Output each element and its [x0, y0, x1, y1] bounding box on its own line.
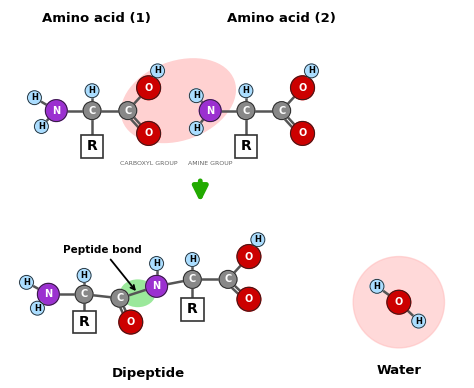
- Text: R: R: [241, 139, 251, 153]
- Circle shape: [189, 89, 203, 103]
- Text: O: O: [245, 294, 253, 304]
- Text: Amino acid (1): Amino acid (1): [42, 12, 150, 25]
- Text: N: N: [44, 289, 53, 299]
- Text: O: O: [299, 128, 307, 139]
- Text: O: O: [395, 297, 403, 307]
- Circle shape: [183, 270, 201, 288]
- Text: C: C: [81, 289, 88, 299]
- Text: H: H: [374, 282, 381, 291]
- Circle shape: [412, 314, 426, 328]
- Circle shape: [185, 253, 199, 267]
- Circle shape: [119, 310, 143, 334]
- Text: H: H: [193, 91, 200, 100]
- Circle shape: [370, 279, 384, 293]
- FancyBboxPatch shape: [181, 298, 204, 320]
- Text: Water: Water: [376, 364, 421, 377]
- Circle shape: [237, 288, 261, 311]
- Circle shape: [137, 76, 161, 100]
- Circle shape: [387, 290, 411, 314]
- Text: C: C: [116, 293, 123, 303]
- Circle shape: [291, 121, 314, 146]
- Text: H: H: [34, 304, 41, 313]
- Circle shape: [189, 121, 203, 135]
- Circle shape: [199, 100, 221, 121]
- Text: C: C: [242, 106, 249, 116]
- Text: H: H: [243, 86, 249, 95]
- Text: H: H: [154, 66, 161, 75]
- Circle shape: [30, 301, 45, 315]
- Circle shape: [273, 102, 291, 120]
- Circle shape: [150, 256, 164, 270]
- Text: CARBOXYL GROUP: CARBOXYL GROUP: [120, 161, 177, 166]
- Circle shape: [35, 120, 48, 133]
- Text: N: N: [206, 106, 214, 116]
- Circle shape: [75, 285, 93, 303]
- Text: H: H: [38, 122, 45, 131]
- Text: R: R: [79, 315, 90, 329]
- Circle shape: [46, 100, 67, 121]
- Text: N: N: [52, 106, 60, 116]
- Circle shape: [146, 275, 167, 297]
- Text: C: C: [89, 106, 96, 116]
- Text: AMINE GROUP: AMINE GROUP: [188, 161, 232, 166]
- Ellipse shape: [121, 58, 236, 143]
- Text: H: H: [89, 86, 95, 95]
- FancyBboxPatch shape: [73, 311, 96, 334]
- Circle shape: [251, 233, 265, 247]
- Text: R: R: [187, 302, 198, 316]
- Text: Dipeptide: Dipeptide: [112, 367, 185, 380]
- Text: H: H: [308, 66, 315, 75]
- Circle shape: [239, 84, 253, 98]
- Circle shape: [237, 245, 261, 268]
- Text: O: O: [145, 83, 153, 93]
- Ellipse shape: [120, 279, 155, 307]
- Circle shape: [291, 76, 314, 100]
- Circle shape: [151, 64, 164, 78]
- Text: H: H: [31, 93, 38, 102]
- Text: Peptide bond: Peptide bond: [63, 244, 142, 289]
- Circle shape: [37, 283, 59, 305]
- Circle shape: [19, 275, 34, 289]
- FancyBboxPatch shape: [235, 135, 257, 158]
- Text: C: C: [189, 274, 196, 284]
- Circle shape: [353, 256, 445, 348]
- Text: C: C: [124, 106, 131, 116]
- FancyBboxPatch shape: [81, 135, 103, 158]
- Circle shape: [83, 102, 101, 120]
- Text: C: C: [278, 106, 285, 116]
- Text: Amino acid (2): Amino acid (2): [227, 12, 336, 25]
- Circle shape: [119, 102, 137, 120]
- Text: H: H: [255, 235, 261, 244]
- Circle shape: [77, 268, 91, 282]
- Text: R: R: [87, 139, 98, 153]
- Text: H: H: [193, 124, 200, 133]
- Text: H: H: [81, 271, 88, 280]
- Text: N: N: [153, 281, 161, 291]
- Circle shape: [304, 64, 319, 78]
- Text: H: H: [23, 278, 30, 287]
- Text: C: C: [225, 274, 232, 284]
- Text: H: H: [153, 259, 160, 268]
- Circle shape: [219, 270, 237, 288]
- Text: H: H: [189, 255, 196, 264]
- Text: O: O: [145, 128, 153, 139]
- Circle shape: [85, 84, 99, 98]
- Text: O: O: [127, 317, 135, 327]
- Text: H: H: [415, 317, 422, 326]
- Text: O: O: [245, 251, 253, 262]
- Text: O: O: [299, 83, 307, 93]
- Circle shape: [137, 121, 161, 146]
- Circle shape: [237, 102, 255, 120]
- Circle shape: [27, 91, 41, 105]
- Circle shape: [111, 289, 129, 307]
